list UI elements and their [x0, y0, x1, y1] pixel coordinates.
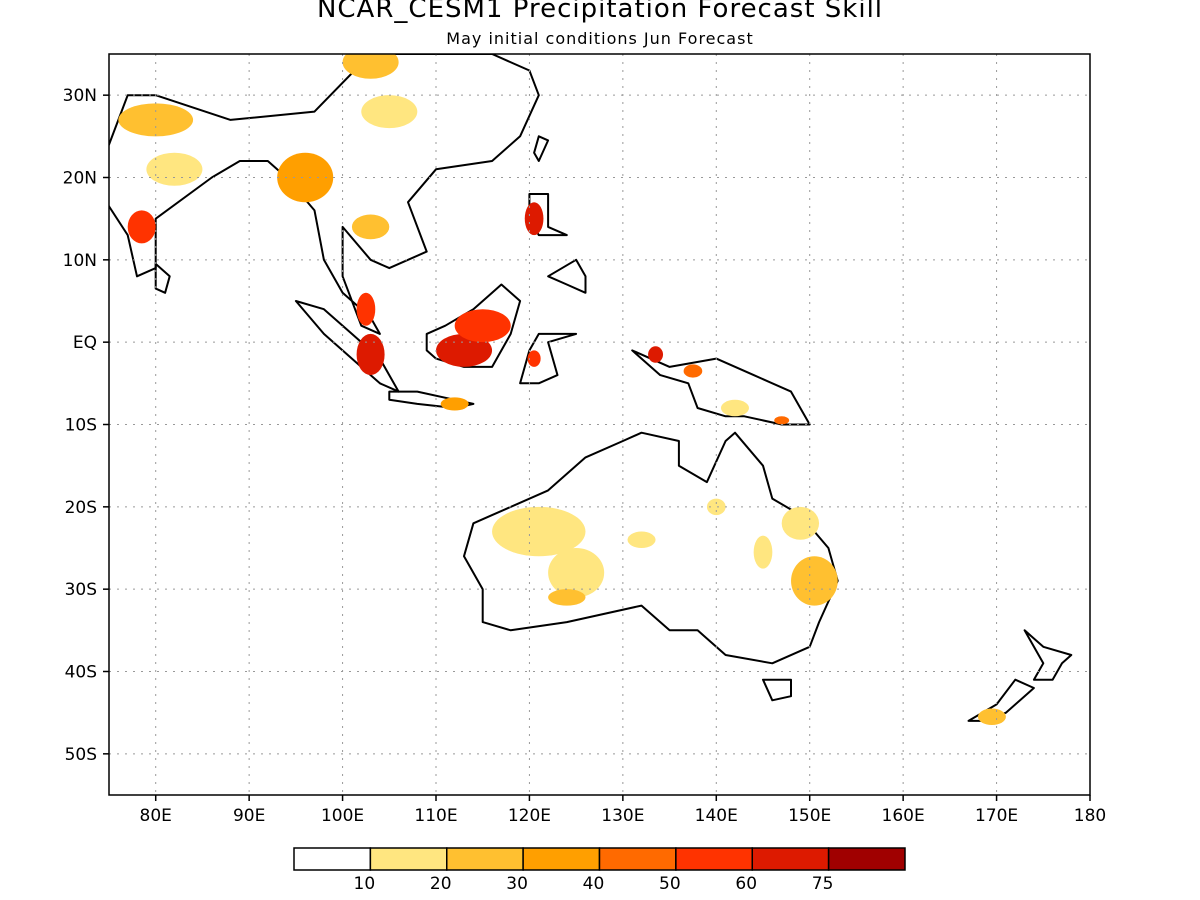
skill-patch	[548, 589, 586, 606]
colorbar-swatch	[293, 847, 372, 871]
colorbar-swatch	[446, 847, 524, 871]
skill-patch	[706, 498, 726, 516]
skill-patch	[356, 333, 385, 376]
lat-tick-label: 20S	[65, 498, 97, 518]
colorbar-swatch	[598, 847, 677, 871]
skill-patch	[440, 397, 469, 411]
coastline-tasmania	[762, 678, 792, 702]
skill-patch	[277, 152, 334, 203]
colorbar-swatch	[751, 847, 830, 871]
lon-tick-label: 90E	[233, 806, 265, 826]
lon-tick-label: 180	[1074, 806, 1106, 826]
lat-tick-label: 20N	[63, 169, 97, 189]
skill-patch	[351, 214, 390, 240]
colorbar-label: 75	[812, 874, 834, 894]
colorbar-label: 50	[659, 874, 681, 894]
colorbar-swatch	[827, 847, 906, 871]
colorbar-label: 10	[354, 874, 376, 894]
skill-patch	[977, 708, 1006, 726]
colorbar-swatch	[675, 847, 753, 871]
skill-patch	[146, 152, 203, 186]
colorbar-label: 60	[735, 874, 757, 894]
coastline-australia	[463, 431, 839, 665]
lat-tick-label: 30S	[65, 580, 97, 600]
map-title: NCAR_CESM1 Precipitation Forecast Skill	[316, 0, 884, 24]
skill-patch	[791, 556, 838, 606]
lon-tick-label: 130E	[601, 806, 644, 826]
skill-patch	[127, 210, 156, 244]
lat-tick-label: 10N	[63, 251, 97, 271]
lon-tick-label: 80E	[140, 806, 172, 826]
colorbar-swatch	[522, 847, 601, 871]
skill-patch	[454, 309, 511, 343]
lon-tick-label: 150E	[788, 806, 831, 826]
skill-patch	[524, 202, 544, 236]
skill-patch	[683, 364, 703, 378]
skill-patch	[648, 346, 664, 363]
skill-patch	[627, 531, 656, 548]
skill-patch	[361, 95, 418, 129]
coastline-new-guinea	[631, 349, 811, 426]
lon-tick-label: 100E	[321, 806, 364, 826]
lon-tick-label: 170E	[975, 806, 1018, 826]
coastline-nz-north	[1023, 629, 1073, 681]
coastline-taiwan	[533, 135, 550, 162]
gridlines	[109, 54, 1091, 795]
coastline-sri-lanka	[154, 262, 171, 294]
colorbar-label: 20	[430, 874, 452, 894]
skill-patch	[781, 506, 820, 540]
lat-tick-label: EQ	[73, 333, 97, 353]
colorbar: 10 20 30 40 50 60 75	[293, 847, 906, 894]
skill-patch	[548, 548, 605, 598]
lat-tick-label: 10S	[65, 416, 97, 436]
skill-patch	[342, 54, 399, 79]
skill-patch	[492, 506, 586, 557]
longitude-axis: 80E 90E 100E 110E 120E 130E 140E 150E 160E 170E 18…	[140, 795, 1106, 826]
lon-tick-label: 160E	[882, 806, 925, 826]
skill-patch	[356, 292, 376, 326]
colorbar-swatch	[369, 847, 448, 871]
lat-tick-label: 40S	[65, 663, 97, 683]
lon-tick-label: 140E	[695, 806, 738, 826]
skill-patch	[720, 399, 749, 417]
lon-tick-label: 110E	[414, 806, 457, 826]
colorbar-label: 30	[506, 874, 528, 894]
lat-tick-label: 50S	[65, 745, 97, 765]
skill-patch	[774, 416, 790, 425]
coastline-asia	[109, 54, 540, 335]
coastline-sulawesi	[519, 332, 578, 385]
lon-tick-label: 120E	[508, 806, 551, 826]
lat-tick-label: 30N	[63, 86, 97, 106]
skill-patch	[753, 535, 773, 569]
colorbar-label: 40	[583, 874, 605, 894]
map-subtitle: May initial conditions Jun Forecast	[446, 29, 754, 48]
latitude-axis: 30N 20N 10N EQ 10S 20S 30S 40S 50S	[63, 86, 109, 765]
coastlines	[109, 54, 1073, 722]
skill-patch	[527, 350, 541, 367]
coastline-mindanao	[547, 258, 587, 294]
